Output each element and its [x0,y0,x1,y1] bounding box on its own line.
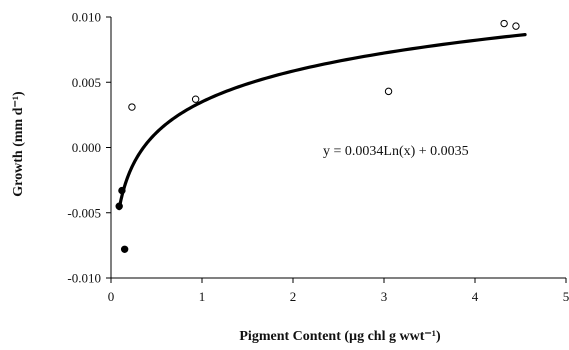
open-data-point [128,103,136,111]
log-trendline [117,33,527,211]
x-axis-title: Pigment Content (µg chl g wwt⁻¹) [239,329,441,344]
x-tick-label: 4 [472,289,479,304]
filled-data-point [118,186,126,195]
open-data-point [512,22,520,30]
filled-data-point [120,245,129,253]
y-tick-label: -0.010 [67,271,101,286]
open-data-point [384,87,393,96]
filled-data-point [115,202,123,210]
y-axis-ticks: -0.010 -0.005 0.000 0.005 0.010 [67,10,111,286]
x-axis-ticks: 0 1 2 3 4 5 [108,278,569,304]
y-tick-label: 0.010 [72,10,101,25]
data-points [115,19,520,253]
open-data-point [500,19,508,28]
x-tick-label: 5 [563,289,569,304]
y-axis-title: Growth (mm d⁻¹) [11,91,26,197]
x-tick-label: 2 [290,289,297,304]
open-data-point [191,95,200,103]
y-tick-label: 0.000 [72,140,101,155]
x-tick-label: 0 [108,289,115,304]
x-tick-label: 1 [199,289,206,304]
y-tick-label: 0.005 [72,75,101,90]
trendline-equation: y = 0.0034Ln(x) + 0.0035 [323,144,469,159]
y-tick-label: -0.005 [67,205,101,220]
x-tick-label: 3 [381,289,388,304]
